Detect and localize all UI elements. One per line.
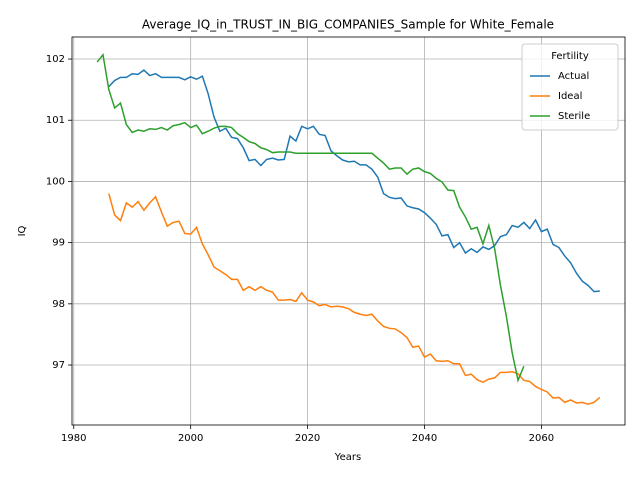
series-line [108,193,601,405]
y-tick-label: 97 [52,360,65,371]
x-axis-label: Years [334,452,361,463]
y-tick-label: 98 [52,299,65,310]
legend-label: Sterile [558,111,590,122]
y-axis-label: IQ [17,225,28,236]
legend-label: Actual [558,71,589,82]
legend-box [521,43,619,131]
plot-frame [71,36,626,426]
legend-label: Ideal [558,91,582,102]
x-tick-label: 2020 [295,433,320,444]
y-tick-label: 99 [52,238,65,249]
series-line [96,52,525,383]
chart-title: Average_IQ_in_TRUST_IN_BIG_COMPANIES_Sam… [142,18,554,32]
x-tick-label: 1980 [61,433,86,444]
x-tick-label: 2060 [529,433,554,444]
legend: Fertility Actual Ideal Sterile [521,43,619,131]
y-tick-label: 102 [46,54,65,65]
legend-title: Fertility [551,51,589,62]
series-line [108,69,600,293]
y-tick-label: 100 [46,176,65,187]
y-tick-label: 101 [46,115,65,126]
x-tick-label: 2040 [412,433,437,444]
x-tick-label: 2000 [178,433,203,444]
